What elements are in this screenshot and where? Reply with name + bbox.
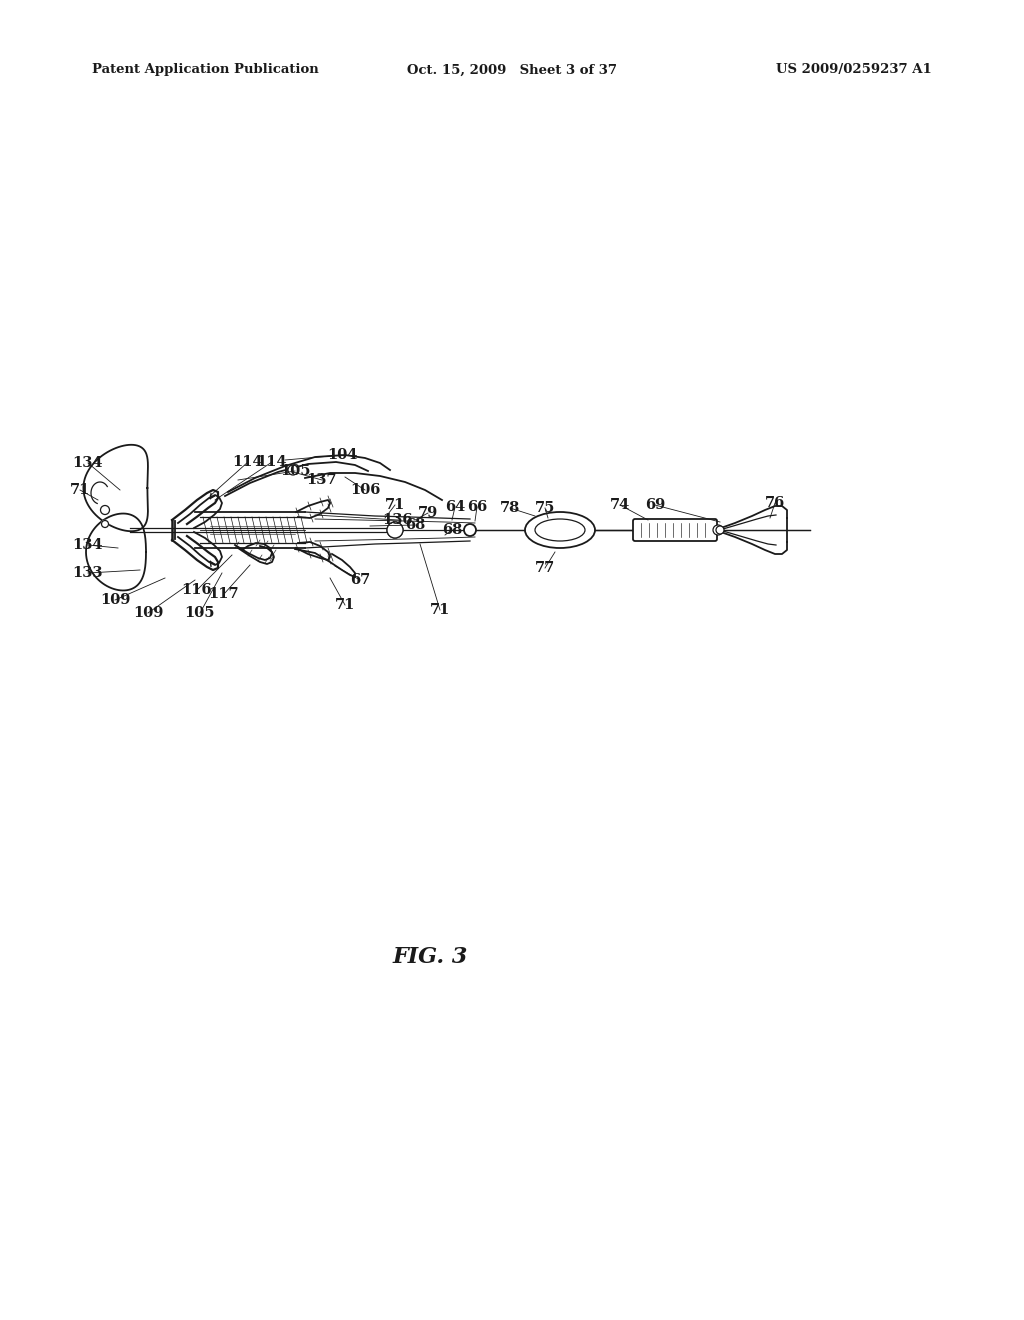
Circle shape: [101, 520, 109, 528]
Text: 75: 75: [535, 502, 555, 515]
Text: 71: 71: [385, 498, 406, 512]
Text: 68: 68: [442, 523, 462, 537]
Text: 68: 68: [404, 517, 425, 532]
Text: 114: 114: [232, 455, 263, 469]
Text: 133: 133: [73, 566, 103, 579]
Text: 79: 79: [418, 506, 438, 520]
Text: 106: 106: [350, 483, 380, 498]
Text: 116: 116: [181, 583, 212, 597]
Text: 69: 69: [645, 498, 666, 512]
Text: 109: 109: [99, 593, 130, 607]
Text: 136: 136: [383, 513, 414, 527]
Text: Patent Application Publication: Patent Application Publication: [92, 63, 318, 77]
Text: 74: 74: [610, 498, 630, 512]
Text: 64: 64: [444, 500, 465, 513]
Text: 104: 104: [327, 447, 357, 462]
Text: 66: 66: [467, 500, 487, 513]
Text: 134: 134: [73, 455, 103, 470]
Circle shape: [716, 525, 724, 535]
Text: 114: 114: [257, 455, 288, 469]
Circle shape: [100, 506, 110, 515]
Text: 67: 67: [350, 573, 370, 587]
Text: US 2009/0259237 A1: US 2009/0259237 A1: [776, 63, 932, 77]
Circle shape: [288, 465, 298, 475]
Circle shape: [101, 520, 109, 528]
Circle shape: [100, 506, 110, 515]
Text: 71: 71: [430, 603, 451, 616]
Text: 134: 134: [73, 539, 103, 552]
Text: 71: 71: [70, 483, 90, 498]
Text: 109: 109: [133, 606, 163, 620]
Text: 77: 77: [535, 561, 555, 576]
Circle shape: [388, 523, 402, 537]
Text: 105: 105: [280, 465, 310, 478]
Ellipse shape: [535, 519, 585, 541]
Circle shape: [713, 525, 723, 535]
Circle shape: [387, 521, 403, 539]
Text: FIG. 3: FIG. 3: [392, 946, 468, 968]
Ellipse shape: [525, 512, 595, 548]
Text: 71: 71: [335, 598, 355, 612]
Text: 76: 76: [765, 496, 785, 510]
Text: 78: 78: [500, 502, 520, 515]
Text: 137: 137: [307, 473, 337, 487]
FancyBboxPatch shape: [633, 519, 717, 541]
Circle shape: [387, 521, 403, 539]
Circle shape: [464, 524, 476, 536]
Text: 105: 105: [184, 606, 215, 620]
Text: 117: 117: [209, 587, 240, 601]
Text: Oct. 15, 2009  Sheet 3 of 37: Oct. 15, 2009 Sheet 3 of 37: [407, 63, 617, 77]
